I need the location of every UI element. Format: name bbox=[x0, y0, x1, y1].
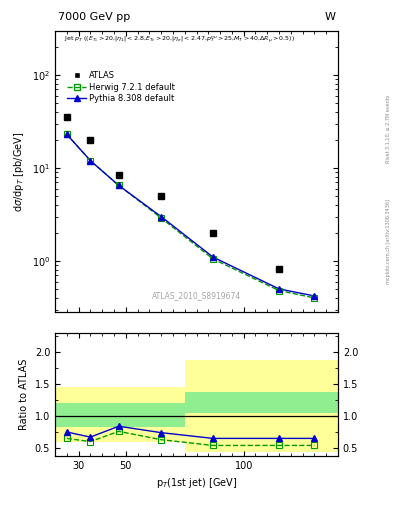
Legend: ATLAS, Herwig 7.2.1 default, Pythia 8.308 default: ATLAS, Herwig 7.2.1 default, Pythia 8.30… bbox=[65, 69, 177, 105]
Text: ATLAS_2010_S8919674: ATLAS_2010_S8919674 bbox=[152, 291, 241, 300]
Text: Jet $p_T$ (($E_{T_1}$$>$20,$|\eta_1|$$<$2.8,$E_{T_e}$$>$20,$|\eta_e|$$<$2.47,$p_: Jet $p_T$ (($E_{T_1}$$>$20,$|\eta_1|$$<$… bbox=[64, 34, 294, 44]
Text: W: W bbox=[324, 12, 335, 22]
Text: 7000 GeV pp: 7000 GeV pp bbox=[58, 12, 130, 22]
Y-axis label: d$\sigma$/dp$_T$ [pb/GeV]: d$\sigma$/dp$_T$ [pb/GeV] bbox=[12, 131, 26, 212]
Y-axis label: Ratio to ATLAS: Ratio to ATLAS bbox=[19, 358, 29, 430]
X-axis label: p$_T$(1st jet) [GeV]: p$_T$(1st jet) [GeV] bbox=[156, 476, 237, 490]
Text: Rivet 3.1.10, ≥ 2.7M events: Rivet 3.1.10, ≥ 2.7M events bbox=[386, 95, 391, 163]
Text: mcplots.cern.ch [arXiv:1306.3436]: mcplots.cern.ch [arXiv:1306.3436] bbox=[386, 200, 391, 284]
